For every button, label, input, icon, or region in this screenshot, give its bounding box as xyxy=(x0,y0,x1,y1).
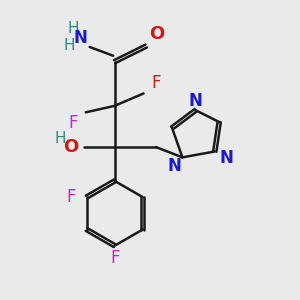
Text: F: F xyxy=(67,188,76,206)
Text: N: N xyxy=(167,157,181,175)
Text: F: F xyxy=(68,114,78,132)
Text: N: N xyxy=(74,29,88,47)
Text: H: H xyxy=(54,131,66,146)
Text: F: F xyxy=(152,74,161,92)
Text: H: H xyxy=(63,38,75,53)
Text: H: H xyxy=(67,21,79,36)
Text: O: O xyxy=(149,25,164,43)
Text: N: N xyxy=(219,149,233,167)
Text: O: O xyxy=(63,138,78,156)
Text: F: F xyxy=(110,249,119,267)
Text: N: N xyxy=(189,92,202,110)
